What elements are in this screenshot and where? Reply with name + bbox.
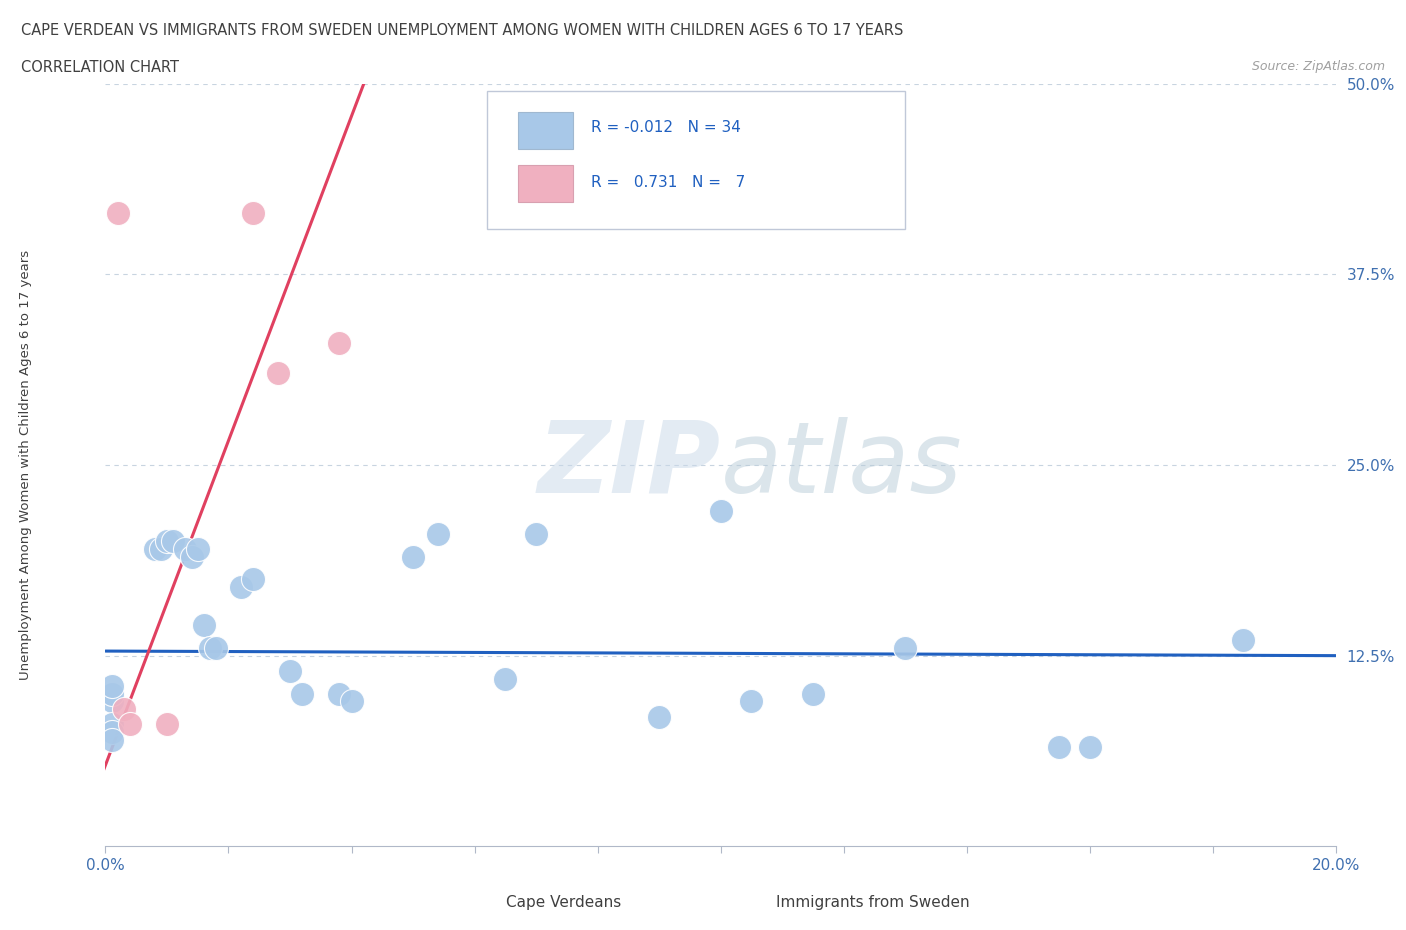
Text: CAPE VERDEAN VS IMMIGRANTS FROM SWEDEN UNEMPLOYMENT AMONG WOMEN WITH CHILDREN AG: CAPE VERDEAN VS IMMIGRANTS FROM SWEDEN U… xyxy=(21,23,904,38)
FancyBboxPatch shape xyxy=(710,887,763,917)
Point xyxy=(524,526,547,541)
FancyBboxPatch shape xyxy=(486,91,905,229)
Point xyxy=(242,572,264,587)
Point xyxy=(328,336,350,351)
Point xyxy=(205,641,228,656)
Point xyxy=(180,549,202,564)
Point xyxy=(112,701,135,716)
Point xyxy=(143,541,166,556)
Point xyxy=(340,694,363,709)
FancyBboxPatch shape xyxy=(517,112,574,149)
Point xyxy=(229,579,252,594)
Point xyxy=(402,549,425,564)
Point xyxy=(801,686,824,701)
Text: ZIP: ZIP xyxy=(537,417,721,513)
Point xyxy=(100,679,122,694)
Point xyxy=(193,618,215,632)
Text: atlas: atlas xyxy=(721,417,962,513)
Point xyxy=(494,671,516,686)
Point xyxy=(894,641,917,656)
Point xyxy=(174,541,197,556)
Point xyxy=(156,717,179,732)
Text: CORRELATION CHART: CORRELATION CHART xyxy=(21,60,179,75)
Point xyxy=(100,732,122,747)
Text: R = -0.012   N = 34: R = -0.012 N = 34 xyxy=(592,120,741,136)
Point xyxy=(107,206,129,220)
Point xyxy=(100,686,122,701)
Point xyxy=(198,641,221,656)
Point xyxy=(1047,739,1070,754)
Point xyxy=(100,724,122,739)
Point xyxy=(328,686,350,701)
Point xyxy=(1078,739,1101,754)
Point xyxy=(187,541,209,556)
Point xyxy=(291,686,314,701)
Text: Source: ZipAtlas.com: Source: ZipAtlas.com xyxy=(1251,60,1385,73)
Point xyxy=(120,717,141,732)
Point xyxy=(156,534,179,549)
Point xyxy=(1232,633,1254,648)
Point xyxy=(162,534,184,549)
FancyBboxPatch shape xyxy=(517,166,574,202)
Point xyxy=(149,541,172,556)
Point xyxy=(100,717,122,732)
Text: Immigrants from Sweden: Immigrants from Sweden xyxy=(776,895,970,910)
Point xyxy=(278,663,301,678)
Point xyxy=(100,694,122,709)
Text: Cape Verdeans: Cape Verdeans xyxy=(506,895,621,910)
FancyBboxPatch shape xyxy=(443,887,496,917)
Point xyxy=(267,366,290,381)
Text: Unemployment Among Women with Children Ages 6 to 17 years: Unemployment Among Women with Children A… xyxy=(18,250,32,680)
Point xyxy=(648,710,671,724)
Text: R =   0.731   N =   7: R = 0.731 N = 7 xyxy=(592,176,745,191)
Point xyxy=(710,503,733,518)
Point xyxy=(740,694,762,709)
Point xyxy=(242,206,264,220)
Point xyxy=(426,526,449,541)
